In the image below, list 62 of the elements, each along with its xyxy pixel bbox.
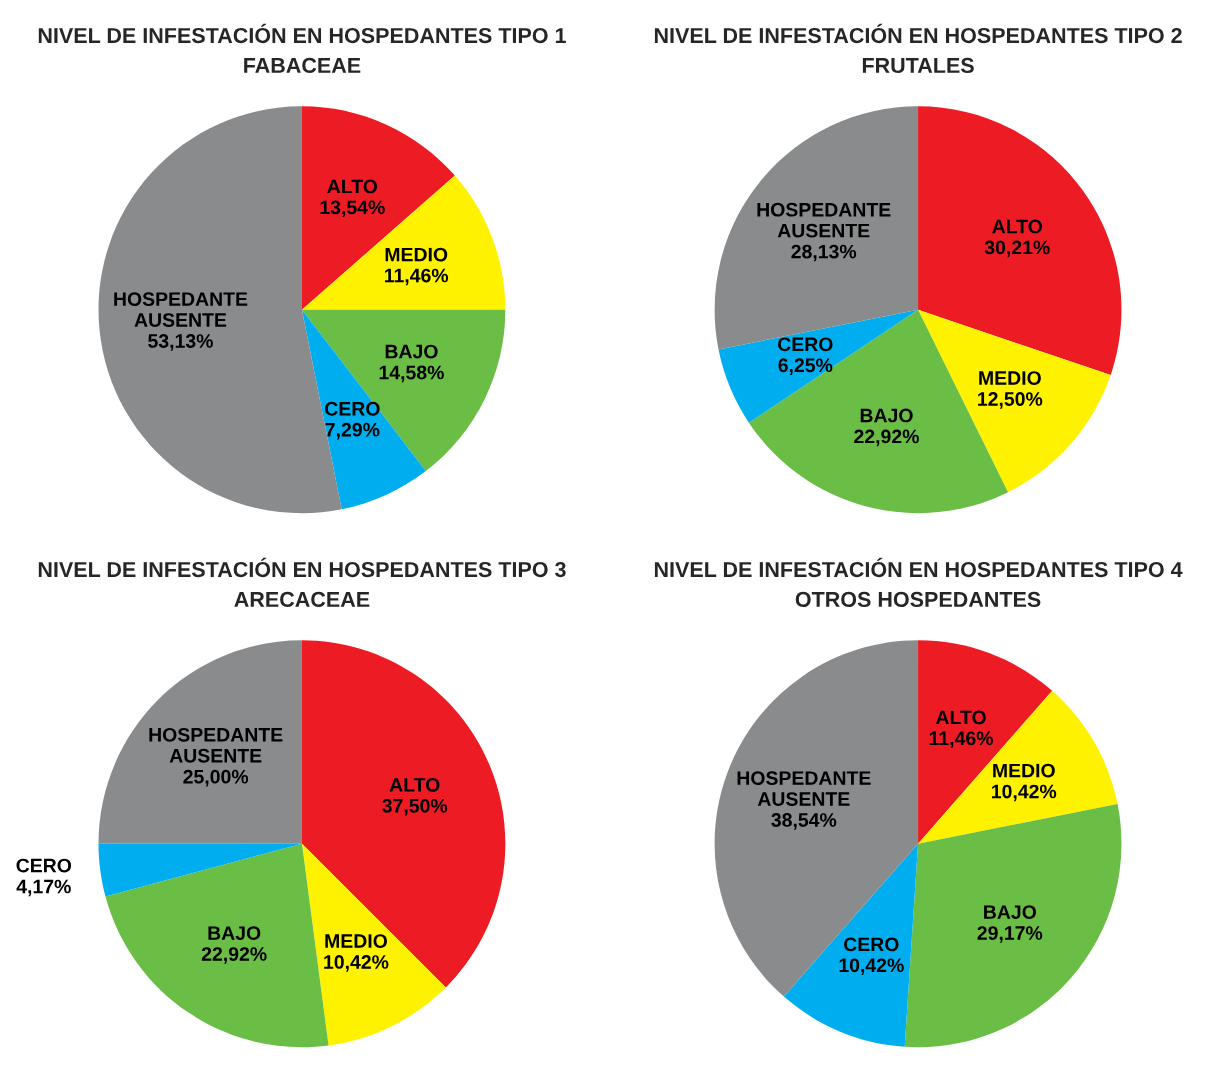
pie-slice bbox=[714, 106, 919, 350]
slice-label: MEDIO bbox=[979, 371, 1041, 385]
slice-label: ALTO bbox=[389, 777, 440, 792]
slice-label: MEDIO bbox=[325, 934, 387, 948]
data-label: 11,46% bbox=[384, 268, 449, 286]
chart-title: NIVEL DE INFESTACIÓN EN HOSPEDANTES TIPO 1 bbox=[38, 23, 566, 44]
pie-slice bbox=[301, 640, 506, 988]
pie-slice bbox=[783, 843, 919, 1047]
slice-label: MEDIO bbox=[385, 247, 448, 262]
data-label: 53,13% bbox=[148, 334, 213, 351]
pie-slice bbox=[301, 175, 506, 310]
data-label: 13,54% bbox=[320, 200, 385, 218]
slice-label: ALTO bbox=[327, 179, 378, 194]
data-label: 29,17% bbox=[977, 926, 1043, 943]
slice-label: ALTO bbox=[992, 219, 1043, 234]
data-label: 6,25% bbox=[778, 358, 833, 375]
slice-label: BAJO bbox=[208, 926, 261, 940]
slice-label: HOSPEDANTE AUSENTE bbox=[757, 202, 891, 238]
data-label: 10,42% bbox=[839, 958, 904, 975]
pie-slice bbox=[918, 690, 1118, 844]
data-label: 11,46% bbox=[929, 731, 993, 748]
pie-slice bbox=[301, 309, 506, 472]
pie-slice bbox=[98, 843, 302, 897]
chart-title: NIVEL DE INFESTACIÓN EN HOSPEDANTES TIPO 4 bbox=[654, 557, 1183, 578]
pie-slice bbox=[98, 640, 302, 844]
pie-slice bbox=[718, 309, 919, 423]
pie-slice bbox=[918, 309, 1111, 493]
pie-slice bbox=[714, 640, 919, 997]
data-label: 22,92% bbox=[854, 429, 919, 447]
chart-title: NIVEL DE INFESTACIÓN EN HOSPEDANTES TIPO 2 bbox=[654, 23, 1182, 44]
data-label: 37,50% bbox=[382, 798, 448, 816]
chart-subtitle: ARECACEAE bbox=[234, 591, 370, 608]
data-label: 12,50% bbox=[978, 392, 1043, 409]
data-label: 30,21% bbox=[984, 240, 1050, 258]
slice-label: CERO bbox=[844, 937, 899, 952]
data-label: 10,42% bbox=[324, 955, 389, 972]
data-label: 7,29% bbox=[325, 422, 380, 440]
slice-label: CERO bbox=[778, 337, 833, 352]
data-label: 4,17% bbox=[16, 879, 71, 897]
data-label: 38,54% bbox=[771, 813, 837, 830]
chart-subtitle: OTROS HOSPEDANTES bbox=[795, 591, 1041, 608]
data-label: 22,92% bbox=[201, 947, 267, 964]
slice-label: CERO bbox=[16, 858, 72, 873]
data-label: 10,42% bbox=[992, 784, 1057, 802]
pie-slice bbox=[904, 804, 1122, 1048]
slice-label: BAJO bbox=[385, 344, 438, 359]
chart-subtitle: FABACEAE bbox=[244, 57, 361, 74]
chart-title: NIVEL DE INFESTACIÓN EN HOSPEDANTES TIPO 3 bbox=[38, 557, 566, 578]
slice-label: BAJO bbox=[984, 905, 1036, 919]
pie-slice bbox=[301, 106, 455, 310]
chart-subtitle: FRUTALES bbox=[862, 57, 974, 74]
slice-label: HOSPEDANTE AUSENTE bbox=[737, 771, 871, 806]
slice-label: ALTO bbox=[935, 710, 986, 725]
slice-label: BAJO bbox=[860, 408, 913, 423]
pie-slice bbox=[301, 843, 446, 1046]
data-label: 28,13% bbox=[791, 244, 857, 262]
data-label: 14,58% bbox=[379, 365, 444, 383]
slice-label: CERO bbox=[325, 401, 380, 416]
data-label: 25,00% bbox=[183, 769, 249, 787]
slice-label: MEDIO bbox=[993, 763, 1055, 778]
slice-label: HOSPEDANTE AUSENTE bbox=[114, 292, 248, 327]
slice-label: HOSPEDANTE AUSENTE bbox=[149, 727, 283, 763]
